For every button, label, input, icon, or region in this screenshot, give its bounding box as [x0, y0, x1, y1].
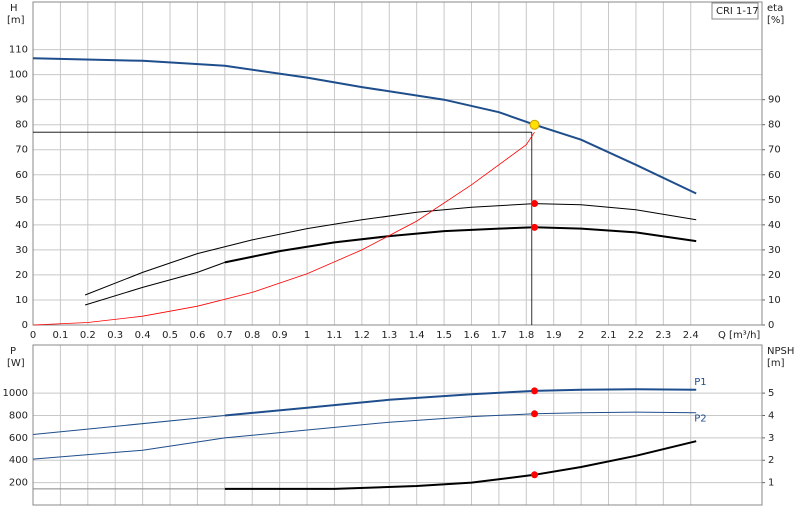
- curve: [224, 440, 697, 490]
- y2-tick-label: 1: [768, 478, 774, 489]
- operating-point: [531, 471, 539, 479]
- curve: [32, 131, 535, 326]
- y2-tick-label: 90: [768, 95, 781, 106]
- x-tick-label: 1.9: [546, 330, 562, 341]
- x-tick-label: 1.1: [327, 330, 343, 341]
- y2-tick-label: 2: [768, 455, 774, 466]
- y2-tick-label: 60: [768, 170, 781, 181]
- plot-0: 0 0.1 0.2 0.3 0.4 0.5 0.6 0.7 0.8 0.9 1 1.1 1.2 1.3 1.…: [7, 1, 784, 342]
- y-tick-label: 50: [15, 195, 28, 206]
- plot-frame: [32, 1, 763, 326]
- x-tick-label: 0.3: [107, 330, 123, 341]
- plot-frame: [32, 344, 763, 506]
- y-tick-label: 800: [9, 410, 28, 421]
- x-tick-label: 0.5: [162, 330, 178, 341]
- y2-axis-unit: [%]: [767, 15, 784, 26]
- x-tick-label: 0.6: [189, 330, 205, 341]
- curve: [84, 261, 225, 306]
- x-tick-label: 2: [578, 330, 584, 341]
- y2-tick-label: 10: [768, 295, 781, 306]
- x-tick-label: 1.5: [436, 330, 452, 341]
- x-tick-label: 1.8: [518, 330, 534, 341]
- x-tick-label: 0: [30, 330, 36, 341]
- x-tick-label: 0.2: [80, 330, 96, 341]
- x-tick-label: 2.4: [683, 330, 699, 341]
- y-tick-label: 600: [9, 433, 28, 444]
- y-tick-label: 90: [15, 95, 28, 106]
- annotation: CRI 1-17: [716, 6, 759, 17]
- y-axis-unit: [m]: [7, 15, 25, 26]
- y-tick-label: 100: [9, 70, 28, 81]
- y2-tick-label: 50: [768, 195, 781, 206]
- y-tick-label: 10: [15, 295, 28, 306]
- y2-axis-unit: [m]: [767, 358, 785, 369]
- y-tick-label: 1000: [3, 388, 28, 399]
- x-tick-label: 1.7: [491, 330, 507, 341]
- y-axis-unit: [W]: [7, 358, 25, 369]
- x-label-bg: [716, 328, 760, 342]
- annotation-box: [711, 2, 759, 20]
- y-tick-label: 110: [9, 45, 28, 56]
- y-tick-label: 400: [9, 455, 28, 466]
- operating-point: [531, 410, 539, 418]
- x-tick-label: 1.3: [381, 330, 397, 341]
- y2-tick-label: 20: [768, 270, 781, 281]
- x-axis-label: Q [m³/h]: [718, 330, 760, 341]
- y2-axis-label: NPSH: [767, 346, 794, 357]
- y-tick-label: 20: [15, 270, 28, 281]
- y2-tick-label: 30: [768, 245, 781, 256]
- curve: [224, 388, 697, 417]
- y2-tick-label: 3: [768, 433, 774, 444]
- y-tick-label: 70: [15, 145, 28, 156]
- curve: [32, 415, 225, 435]
- operating-point: [529, 119, 540, 130]
- y2-axis-label: eta: [767, 3, 783, 14]
- y2-tick-label: 40: [768, 220, 781, 231]
- y-tick-label: 30: [15, 245, 28, 256]
- curve: [224, 226, 697, 264]
- curve: [32, 411, 697, 460]
- x-tick-label: 0.7: [217, 330, 233, 341]
- x-tick-label: 0.9: [272, 330, 288, 341]
- y-tick-label: 200: [9, 478, 28, 489]
- x-tick-label: 0.1: [52, 330, 68, 341]
- y-tick-label: 80: [15, 120, 28, 131]
- operating-point: [531, 200, 539, 208]
- plot-1: 200 400 600 800 1000 1 2 3 4 5 P[W] NPSH[m] P1 P2: [3, 344, 794, 506]
- y2-tick-label: 0: [768, 320, 774, 331]
- curve: [32, 57, 697, 195]
- operating-point: [531, 223, 539, 231]
- curve: [84, 203, 697, 296]
- y-axis-label: H: [10, 3, 18, 14]
- x-tick-label: 2.1: [601, 330, 617, 341]
- y2-tick-label: 70: [768, 145, 781, 156]
- x-tick-label: 1.6: [464, 330, 480, 341]
- y-tick-label: 0: [22, 320, 28, 331]
- x-tick-label: 2.2: [628, 330, 644, 341]
- x-tick-label: 1.4: [409, 330, 425, 341]
- x-tick-label: 2.3: [655, 330, 671, 341]
- y-tick-label: 60: [15, 170, 28, 181]
- series-label: P2: [694, 414, 706, 425]
- x-tick-label: 0.4: [135, 330, 151, 341]
- y2-tick-label: 5: [768, 388, 774, 399]
- y-tick-label: 40: [15, 220, 28, 231]
- operating-point: [531, 387, 539, 395]
- y2-tick-label: 4: [768, 410, 774, 421]
- x-tick-label: 1.2: [354, 330, 370, 341]
- y2-tick-label: 80: [768, 120, 781, 131]
- y-axis-label: P: [10, 346, 16, 357]
- x-tick-label: 1: [304, 330, 310, 341]
- series-label: P1: [694, 377, 706, 388]
- x-tick-label: 0.8: [244, 330, 260, 341]
